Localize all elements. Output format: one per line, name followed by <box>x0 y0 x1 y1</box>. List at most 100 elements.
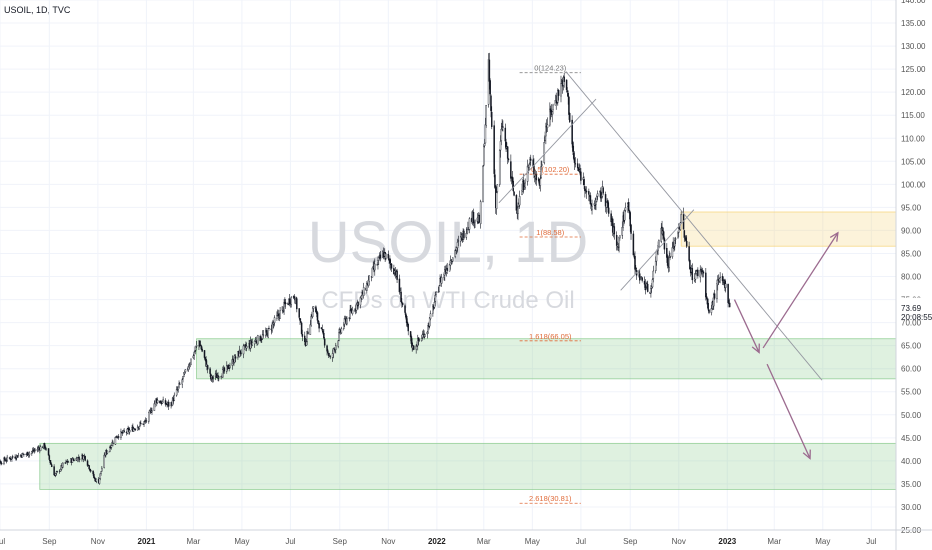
candle <box>588 188 590 202</box>
candle <box>499 135 502 158</box>
candle <box>337 340 339 349</box>
candle <box>257 334 259 345</box>
candle <box>306 330 308 346</box>
candle-body <box>506 146 509 159</box>
candle-body <box>162 399 164 403</box>
candle-body <box>596 196 598 202</box>
candle-body <box>192 355 195 359</box>
candle <box>101 465 103 472</box>
candle <box>479 199 482 229</box>
candle-body <box>194 350 196 352</box>
candle <box>596 190 599 200</box>
candle-body <box>376 264 378 266</box>
candle <box>652 265 655 283</box>
candle <box>457 235 460 247</box>
candle-body <box>610 213 612 223</box>
candle <box>167 399 170 411</box>
candle <box>654 256 657 274</box>
candle <box>223 366 226 374</box>
candle <box>310 313 312 327</box>
candle-body <box>387 254 390 259</box>
candle <box>466 228 468 235</box>
candle-body <box>565 79 568 90</box>
candle-body <box>360 295 363 299</box>
candle-body <box>409 331 412 338</box>
candle <box>78 456 81 463</box>
candle <box>126 427 129 435</box>
candle-body <box>148 411 150 422</box>
candle <box>708 309 710 315</box>
candle <box>17 452 20 458</box>
candle-body <box>305 341 308 346</box>
candle-body <box>21 453 24 458</box>
candle-body <box>315 306 317 313</box>
candle-body <box>62 462 64 468</box>
candle <box>86 459 89 467</box>
price-tick-label: 30.00 <box>901 503 922 512</box>
candle-body <box>490 95 492 111</box>
candle <box>99 473 102 481</box>
candle-body <box>271 323 273 332</box>
candle-body <box>257 335 259 345</box>
candle-body <box>604 194 607 207</box>
candle <box>298 307 300 320</box>
price-tick-label: 110.00 <box>901 134 925 143</box>
candle <box>150 407 152 414</box>
candle-body <box>627 202 630 211</box>
candle-body <box>276 315 278 319</box>
candle <box>640 276 643 278</box>
candle-body <box>103 454 105 468</box>
candle <box>621 221 624 239</box>
candle <box>705 268 707 301</box>
candle <box>634 251 636 275</box>
candle <box>641 277 643 283</box>
candle <box>591 199 593 215</box>
candle-body <box>454 250 456 257</box>
price-tick-label: 135.00 <box>901 19 926 28</box>
candle-body <box>532 159 534 167</box>
price-tick-label: 140.00 <box>901 0 926 5</box>
candle <box>362 282 365 299</box>
candle-body <box>318 323 320 329</box>
candle-body <box>223 367 226 372</box>
candle <box>195 346 197 355</box>
watermark-description: CFDs on WTI Crude Oil <box>321 287 574 314</box>
candle-body <box>573 158 576 163</box>
candle <box>539 175 542 192</box>
candle-body <box>420 337 423 341</box>
candle-body <box>689 260 691 270</box>
candle-body <box>317 320 320 323</box>
candle-body <box>585 190 588 193</box>
candle <box>73 458 75 462</box>
candle <box>555 92 557 110</box>
candle-body <box>560 83 562 97</box>
candle-body <box>323 338 326 346</box>
candle-body <box>683 230 686 238</box>
candle-body <box>488 59 491 82</box>
candle-body <box>253 340 256 345</box>
candle <box>23 453 25 457</box>
candle <box>267 327 269 339</box>
candle-body <box>166 404 168 406</box>
candle <box>619 235 621 241</box>
time-tick-label: Mar <box>186 537 200 546</box>
candle-body <box>666 248 668 258</box>
candle-body <box>153 403 156 411</box>
candle-body <box>95 478 98 482</box>
candle-body <box>644 284 647 291</box>
candle <box>100 471 102 476</box>
candle-body <box>156 400 159 403</box>
price-axis[interactable]: 25.0030.0035.0040.0045.0050.0055.0060.00… <box>895 0 926 550</box>
time-axis[interactable]: Jul Sep Nov 2021 Mar May Jul Sep Nov 2022 Mar May Ju… <box>0 529 932 546</box>
candle-body <box>482 166 484 203</box>
candle-body <box>618 237 620 248</box>
candle-body <box>195 345 198 347</box>
candle <box>33 448 35 454</box>
candle <box>48 454 51 462</box>
candle <box>320 327 323 329</box>
candle <box>307 328 309 335</box>
candle <box>271 321 273 333</box>
candle-body <box>713 294 715 307</box>
candle <box>669 252 671 261</box>
